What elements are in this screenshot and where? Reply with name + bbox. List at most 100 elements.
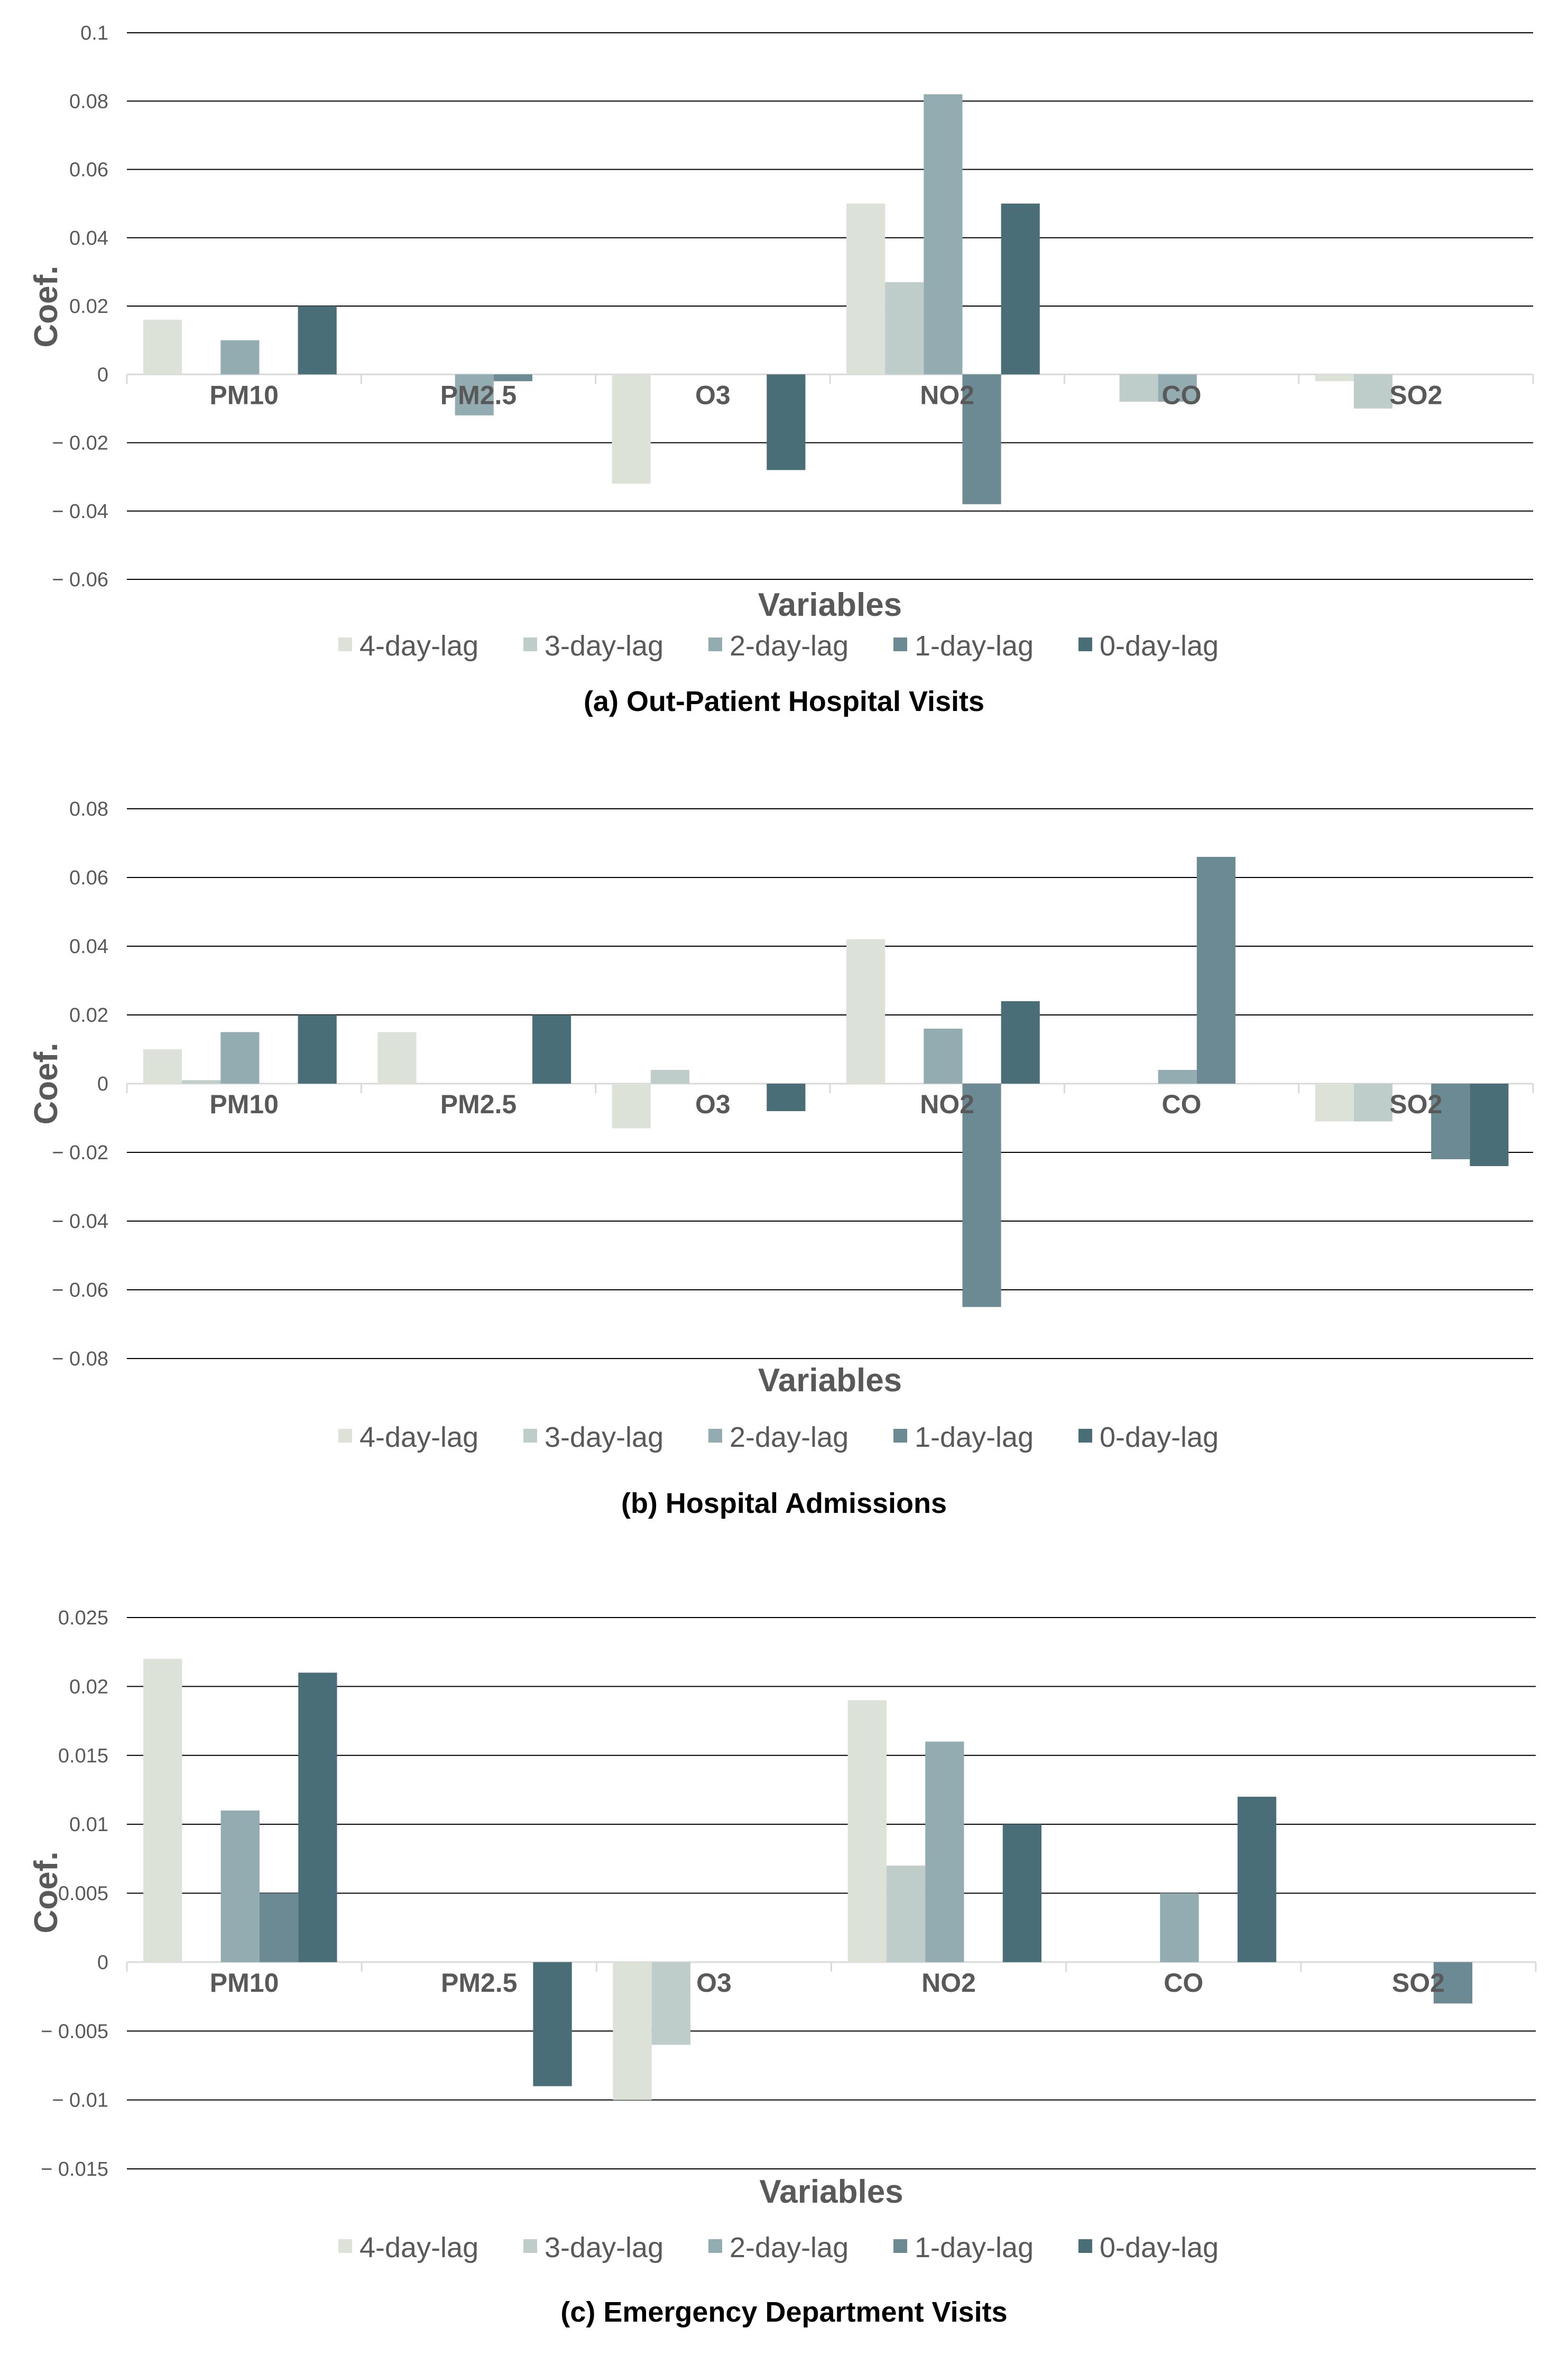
legend-label: 0-day-lag (1100, 1421, 1219, 1453)
category-label: PM2.5 (441, 1968, 518, 1998)
bar-2-day-lag-CO (1160, 1893, 1199, 1962)
bar-2-day-lag-NO2 (925, 1741, 964, 1962)
bar-1-day-lag-PM2.5 (493, 374, 532, 382)
y-tick-label: 0 (97, 1073, 108, 1095)
bar-2-day-lag-PM10 (220, 1810, 260, 1962)
bar-3-day-lag-NO2 (885, 282, 924, 375)
x-axis-title: Variables (758, 1362, 902, 1399)
bar-4-day-lag-PM2.5 (377, 1032, 417, 1084)
legend-swatch-3-day-lag (523, 637, 537, 651)
legend-label: 2-day-lag (730, 2232, 848, 2263)
category-label: O3 (695, 1089, 731, 1119)
y-tick-label: 0.01 (69, 1814, 108, 1836)
y-tick-label: 0.06 (69, 159, 108, 181)
bar-4-day-lag-NO2 (846, 939, 886, 1084)
bar-2-day-lag-PM10 (220, 340, 260, 375)
bar-0-day-lag-PM10 (298, 306, 337, 375)
bar-0-day-lag-PM2.5 (532, 1015, 571, 1084)
category-label: CO (1162, 380, 1202, 410)
category-label: SO2 (1389, 380, 1442, 410)
legend-swatch-0-day-lag (1078, 637, 1092, 651)
legend-label: 4-day-lag (359, 1421, 478, 1453)
y-tick-label: 0.04 (69, 936, 108, 958)
y-tick-label: 0.1 (80, 22, 108, 44)
legend-label: 2-day-lag (730, 1421, 848, 1453)
legend-label: 2-day-lag (730, 630, 848, 662)
category-label: O3 (696, 1968, 732, 1998)
legend-swatch-2-day-lag (708, 637, 722, 651)
bar-0-day-lag-O3 (767, 1084, 806, 1111)
legend-swatch-0-day-lag (1078, 2239, 1092, 2253)
bar-3-day-lag-PM10 (182, 1080, 221, 1084)
bar-2-day-lag-PM10 (220, 1032, 260, 1084)
bar-3-day-lag-SO2 (1353, 374, 1392, 409)
y-tick-label: − 0.06 (52, 569, 108, 591)
legend-label: 3-day-lag (545, 630, 663, 662)
bar-1-day-lag-PM10 (259, 1893, 299, 1962)
y-tick-label: 0.015 (58, 1745, 108, 1767)
legend-swatch-3-day-lag (523, 1429, 537, 1443)
category-label: CO (1162, 1089, 1202, 1119)
category-label: O3 (695, 380, 731, 410)
bar-2-day-lag-CO (1158, 1070, 1197, 1084)
bar-0-day-lag-SO2 (1470, 1084, 1509, 1166)
bar-3-day-lag-O3 (650, 1070, 689, 1084)
x-axis-title: Variables (759, 2174, 903, 2210)
bar-1-day-lag-NO2 (962, 1084, 1001, 1307)
y-tick-label: − 0.08 (52, 1348, 108, 1370)
bar-1-day-lag-SO2 (1431, 1084, 1470, 1159)
legend-swatch-0-day-lag (1078, 1429, 1092, 1443)
category-label: PM2.5 (440, 380, 517, 410)
x-axis-title: Variables (758, 587, 902, 623)
bar-2-day-lag-NO2 (924, 1029, 963, 1084)
bar-1-day-lag-CO (1196, 857, 1235, 1084)
category-label: PM10 (209, 1089, 279, 1119)
legend-label: 3-day-lag (545, 2232, 663, 2263)
bar-4-day-lag-SO2 (1315, 1084, 1354, 1122)
bar-2-day-lag-CO (1158, 374, 1197, 402)
category-label: PM10 (210, 1968, 279, 1998)
legend-swatch-4-day-lag (338, 1429, 352, 1443)
y-tick-label: − 0.01 (52, 2090, 108, 2112)
legend-label: 1-day-lag (915, 2232, 1034, 2263)
y-axis-title: Coef. (28, 1043, 64, 1125)
chart-caption: (c) Emergency Department Visits (560, 2296, 1007, 2328)
y-tick-label: 0.08 (69, 798, 108, 820)
y-tick-label: − 0.06 (52, 1279, 108, 1301)
bar-1-day-lag-SO2 (1433, 1962, 1473, 2004)
legend-label: 1-day-lag (915, 1421, 1034, 1453)
bar-0-day-lag-PM2.5 (533, 1962, 572, 2086)
y-tick-label: 0.02 (69, 295, 108, 318)
bar-4-day-lag-O3 (612, 1084, 651, 1129)
bar-4-day-lag-SO2 (1315, 374, 1354, 382)
y-tick-label: 0.02 (69, 1676, 108, 1698)
bar-2-day-lag-PM2.5 (455, 374, 494, 415)
bar-4-day-lag-O3 (612, 374, 651, 484)
chart-panel-b: 0.08 0.06 0.04 0.02 0 − 0.02 − 0.04 − 0.06 − 0.0… (28, 798, 1534, 1519)
legend-swatch-1-day-lag (893, 637, 907, 651)
bar-0-day-lag-PM10 (298, 1015, 337, 1084)
y-tick-label: 0 (97, 1952, 108, 1974)
y-tick-label: − 0.04 (52, 1211, 108, 1233)
legend-swatch-4-day-lag (338, 2239, 352, 2253)
bar-0-day-lag-NO2 (1001, 1001, 1040, 1084)
bar-0-day-lag-NO2 (1002, 1824, 1042, 1962)
category-label: NO2 (921, 1968, 976, 1998)
category-label: NO2 (920, 1089, 974, 1119)
bar-3-day-lag-NO2 (886, 1865, 926, 1962)
legend-swatch-4-day-lag (338, 637, 352, 651)
legend-label: 0-day-lag (1100, 630, 1219, 662)
bar-3-day-lag-O3 (651, 1962, 690, 2045)
y-axis-title: Coef. (28, 1852, 64, 1934)
category-label: NO2 (920, 380, 974, 410)
chart-caption: (b) Hospital Admissions (621, 1487, 947, 1519)
legend-label: 0-day-lag (1100, 2232, 1219, 2263)
y-tick-label: − 0.02 (52, 1142, 108, 1164)
legend-label: 4-day-lag (359, 630, 478, 662)
legend-swatch-2-day-lag (708, 2239, 722, 2253)
category-label: CO (1164, 1968, 1203, 1998)
bar-4-day-lag-PM10 (143, 1049, 182, 1084)
bar-4-day-lag-PM10 (143, 1659, 182, 1962)
legend-swatch-2-day-lag (708, 1429, 722, 1443)
bar-3-day-lag-CO (1119, 374, 1158, 402)
